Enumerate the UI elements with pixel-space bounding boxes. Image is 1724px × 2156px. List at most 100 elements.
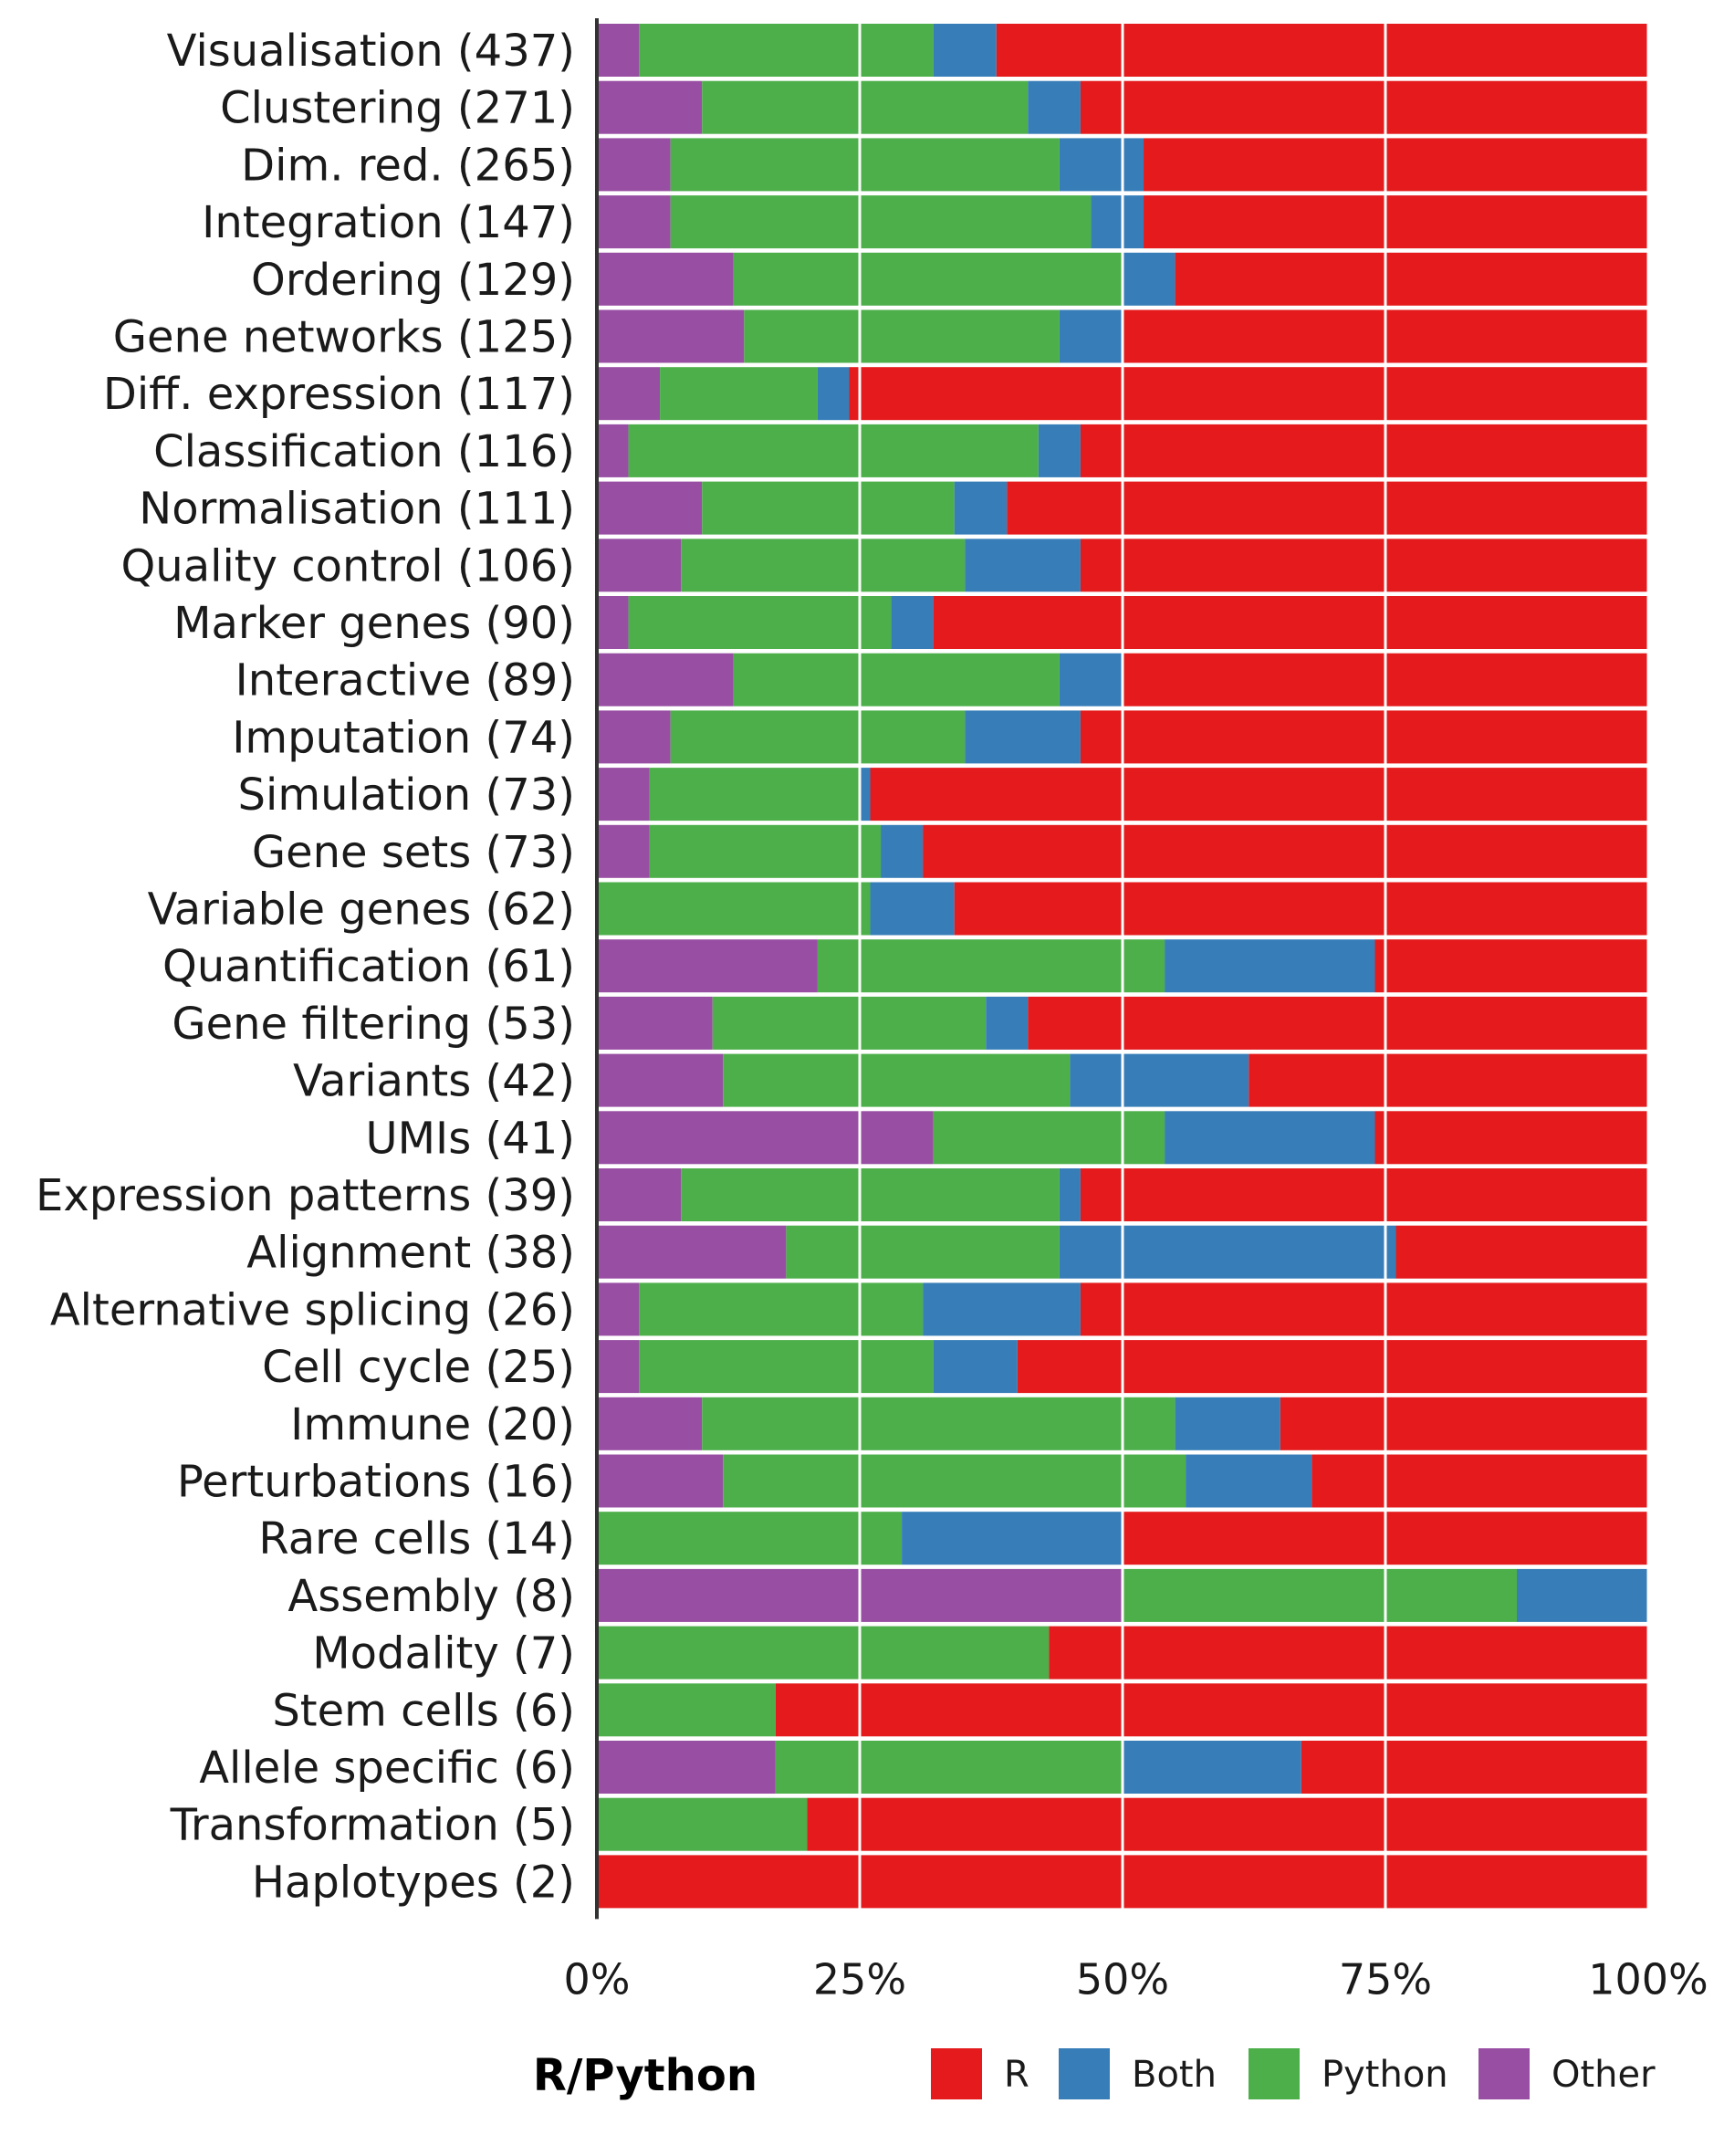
bar-segment <box>1059 1168 1081 1221</box>
category-label: Ordering (129) <box>251 255 575 306</box>
bar-segment <box>597 1454 724 1508</box>
bar-segment <box>1038 424 1081 477</box>
legend-label: Other <box>1552 2054 1656 2096</box>
category-label: Visualisation (437) <box>167 26 575 77</box>
bar-segment <box>733 252 1123 306</box>
bar-segment <box>1017 1340 1648 1394</box>
bar-segment <box>702 1397 1175 1450</box>
bar-segment <box>1080 1168 1648 1221</box>
category-label: Normalisation (111) <box>139 484 575 535</box>
bar-segment <box>597 1053 724 1107</box>
bar-segment <box>597 996 713 1050</box>
bar-segment <box>817 939 1165 993</box>
bar-segment <box>597 1397 703 1450</box>
category-label: Transformation (5) <box>170 1800 575 1851</box>
bar-segment <box>670 710 966 764</box>
bar-segment <box>597 195 671 249</box>
bar-segment <box>870 768 1648 822</box>
bar-segment <box>933 1340 1018 1394</box>
bar-segment <box>933 596 1648 649</box>
category-label: Variants (42) <box>293 1056 575 1107</box>
bar-segment <box>891 596 934 649</box>
category-label: Perturbations (16) <box>177 1457 575 1508</box>
bar-segment <box>1091 195 1144 249</box>
legend-swatch <box>1059 2048 1110 2099</box>
bar-segment <box>597 1282 640 1336</box>
bar-segment <box>639 1340 934 1394</box>
bar-segment <box>1374 1111 1648 1165</box>
bar-segment <box>954 481 1008 535</box>
bar-segment <box>1280 1397 1648 1450</box>
bar-segment <box>1059 1225 1396 1279</box>
bar-segment <box>1007 481 1648 535</box>
category-label: Cell cycle (25) <box>262 1342 575 1393</box>
bar-segment <box>723 1454 1186 1508</box>
bar-segment <box>597 1168 682 1221</box>
bar-segment <box>597 1797 808 1851</box>
bar-segment <box>1080 424 1648 477</box>
bar-segment <box>670 138 1060 192</box>
legend-swatch <box>931 2048 982 2099</box>
bar-segment <box>965 539 1081 592</box>
bar-segment <box>597 710 671 764</box>
bar-segment <box>670 195 1092 249</box>
category-label: Rare cells (14) <box>258 1513 575 1565</box>
category-label: Diff. expression (117) <box>103 369 575 420</box>
bar-segment <box>1070 1053 1249 1107</box>
bar-segment <box>628 424 1039 477</box>
category-label: Immune (20) <box>290 1399 575 1450</box>
bar-segment <box>1123 1568 1517 1622</box>
category-label: Expression patterns (39) <box>36 1170 575 1221</box>
bar-segment <box>597 24 640 77</box>
bar-segment <box>639 24 934 77</box>
legend-items: R Both Python Other <box>931 2048 1656 2099</box>
category-label: Alignment (38) <box>246 1228 575 1279</box>
bar-segment <box>597 824 650 878</box>
bar-segment <box>1028 996 1648 1050</box>
bar-segment <box>1028 80 1081 134</box>
bar-segment <box>1059 309 1123 363</box>
bar-segment <box>702 80 1029 134</box>
category-label: Classification (116) <box>153 426 575 477</box>
category-label: Alternative splicing (26) <box>50 1284 575 1335</box>
bar-segment <box>1080 710 1648 764</box>
x-tick-label: 0% <box>564 1954 631 2004</box>
legend-label: Both <box>1132 2054 1217 2096</box>
bar-segment <box>1123 1741 1301 1794</box>
bar-segment <box>597 424 629 477</box>
legend-swatch <box>1249 2048 1300 2099</box>
bar-segment <box>881 824 924 878</box>
bar-segment <box>597 1683 776 1737</box>
bar-segment <box>1301 1741 1648 1794</box>
bar-segment <box>597 768 650 822</box>
category-label: Marker genes (90) <box>173 598 575 649</box>
category-labels: Visualisation (437) Clustering (271) Dim. … <box>36 26 575 1908</box>
bar-segment <box>639 1282 924 1336</box>
bar-segment <box>1144 138 1648 192</box>
legend-label: Python <box>1322 2054 1448 2096</box>
bar-segment <box>1311 1454 1648 1508</box>
bar-segment <box>1249 1053 1648 1107</box>
category-label: Clustering (271) <box>220 83 575 134</box>
bar-segment <box>660 367 818 421</box>
category-label: Interactive (89) <box>235 655 575 706</box>
legend-swatch <box>1478 2048 1530 2099</box>
bar-segment <box>597 882 871 936</box>
bar-segment <box>1165 939 1375 993</box>
category-label: Integration (147) <box>202 197 575 248</box>
bar-segment <box>923 1282 1081 1336</box>
bar-segment <box>681 539 966 592</box>
bar-segment <box>597 596 629 649</box>
bar-segment <box>597 1626 1050 1680</box>
bar-segment <box>597 1512 903 1565</box>
bar-segment <box>849 367 1648 421</box>
bar-segment <box>1395 1225 1648 1279</box>
bar-segment <box>597 138 671 192</box>
bar-segment <box>786 1225 1060 1279</box>
bar-segment <box>597 1741 776 1794</box>
bar-segment <box>1049 1626 1648 1680</box>
legend-label: R <box>1004 2054 1029 2096</box>
bar-segment <box>775 1683 1648 1737</box>
bar-segment <box>775 1741 1123 1794</box>
